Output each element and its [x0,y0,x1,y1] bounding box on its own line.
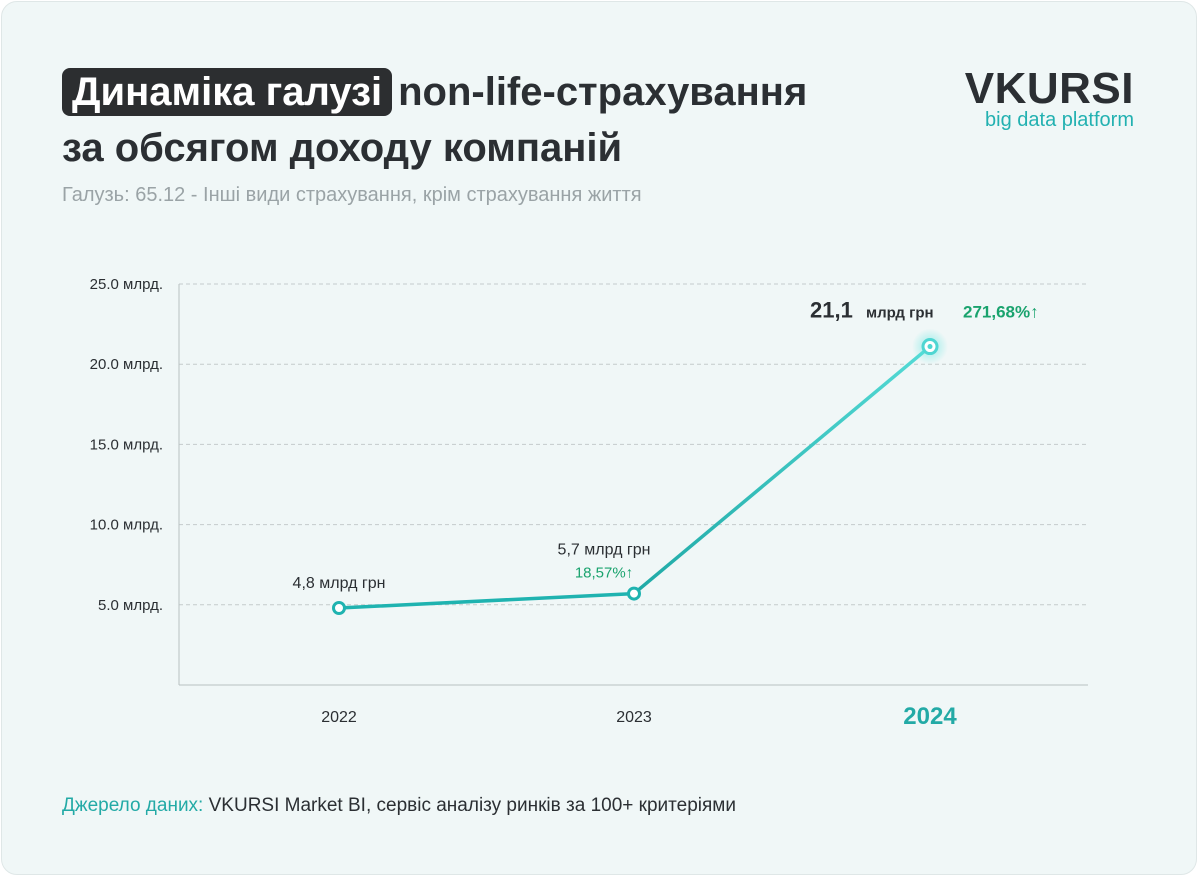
last-value-unit: млрд грн [866,305,934,322]
chart-title: Динаміка галузі non-life-страхування за о… [62,64,807,176]
data-label: 5,7 млрд грн [558,542,651,559]
x-tick-label: 2022 [321,709,357,726]
x-tick-label: 2023 [616,709,652,726]
source-label: Джерело даних: [62,795,204,816]
title-highlight: Динаміка галузі [62,68,393,116]
source-text: VKURSI Market BI, сервіс аналізу ринків … [208,795,736,816]
data-point [332,601,346,616]
y-tick-label: 10.0 млрд. [90,517,163,534]
x-tick-label: 2024 [903,703,957,730]
last-value-label: 21,1 [810,298,853,323]
data-source: Джерело даних: VKURSI Market BI, сервіс … [62,795,736,817]
y-tick-label: 25.0 млрд. [90,276,163,293]
logo-tagline: big data platform [985,109,1134,131]
title-rest: non-life-страхування [398,70,808,114]
change-label: 271,68%↑ [963,303,1039,322]
series-line-segment [632,344,932,596]
data-point-center [927,344,933,350]
vkursi-logo: VKURSI big data platform [964,64,1134,131]
change-label: 18,57%↑ [575,565,633,582]
logo-wordmark: VKURSI [964,64,1134,113]
title-line-2: за обсягом доходу компаній [62,126,623,170]
data-label: 4,8 млрд грн [293,575,386,592]
y-tick-label: 5.0 млрд. [98,597,163,614]
chart-subtitle: Галузь: 65.12 - Інші види страхування, к… [62,184,642,206]
series-line-segment [337,591,636,610]
data-point [627,586,641,601]
y-tick-label: 20.0 млрд. [90,356,163,373]
y-tick-label: 15.0 млрд. [90,436,163,453]
